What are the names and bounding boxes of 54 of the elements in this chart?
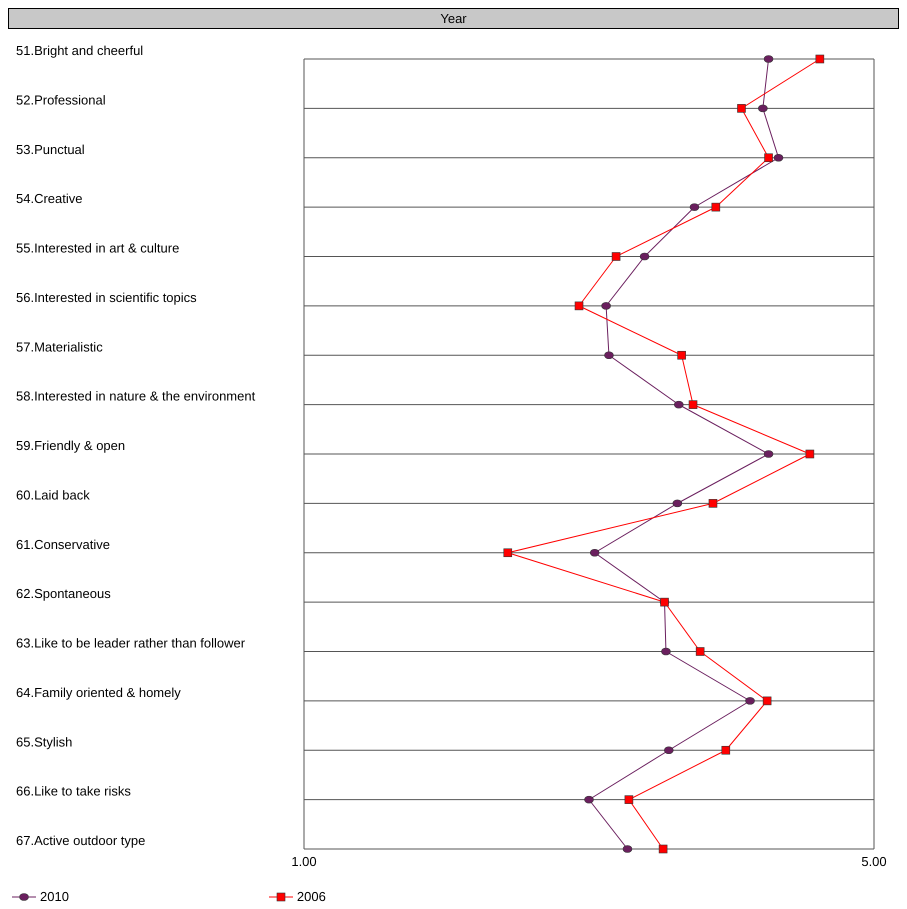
point — [737, 104, 746, 113]
point — [677, 350, 686, 360]
point — [674, 400, 684, 408]
legend-label: 2010 — [40, 889, 69, 904]
point — [604, 351, 614, 360]
y-tick-label: 54.Creative — [16, 191, 82, 206]
point — [745, 697, 755, 705]
point — [612, 252, 620, 261]
y-tick-label: 56.Interested in scientific topics — [16, 290, 198, 305]
legend-label: 2006 — [296, 889, 326, 904]
point — [661, 648, 671, 656]
chart-title: Year — [8, 8, 899, 29]
point — [503, 548, 512, 558]
point — [574, 302, 584, 310]
y-tick-label: 60.Laid back — [16, 487, 90, 502]
point — [762, 696, 772, 706]
x-tick-label: 1.00 — [291, 854, 317, 870]
point — [584, 796, 594, 804]
point — [764, 55, 774, 63]
point — [640, 252, 650, 260]
y-tick-label: 62.Spontaneous — [16, 586, 112, 602]
point — [758, 104, 768, 112]
point — [688, 400, 698, 409]
point — [624, 795, 634, 804]
y-tick-label: 66.Like to take risks — [16, 784, 132, 799]
point — [722, 746, 730, 755]
point — [806, 450, 814, 458]
y-tick-label: 55.Interested in art & culture — [16, 240, 180, 256]
point — [708, 499, 718, 508]
y-tick-label: 57.Materialistic — [16, 339, 104, 354]
y-tick-label: 64.Family oriented & homely — [16, 684, 182, 700]
point — [601, 302, 611, 310]
y-tick-label: 65.Stylish — [16, 734, 72, 750]
point — [658, 844, 668, 854]
point — [690, 203, 700, 211]
y-tick-label: 61.Conservative — [16, 536, 110, 552]
y-tick-label: 51.Bright and cheerful — [16, 43, 144, 58]
y-tick-label: 63.Like to be leader rather than follower — [16, 636, 246, 650]
y-tick-label: 67.Active outdoor type — [16, 833, 146, 848]
y-tick-label: 53.Punctual — [16, 142, 85, 157]
point — [696, 647, 704, 656]
point — [816, 54, 824, 64]
point — [712, 202, 720, 212]
point — [764, 153, 773, 162]
point — [774, 154, 784, 162]
y-tick-label: 59.Friendly & open — [16, 438, 126, 453]
x-tick-label: 5.00 — [861, 854, 887, 870]
point — [764, 450, 774, 458]
point — [590, 548, 600, 557]
y-tick-label: 52.Professional — [16, 92, 106, 108]
point — [622, 845, 632, 853]
point — [672, 500, 682, 508]
point — [664, 746, 674, 754]
y-tick-label: 58.Interested in nature & the environment — [16, 388, 256, 404]
